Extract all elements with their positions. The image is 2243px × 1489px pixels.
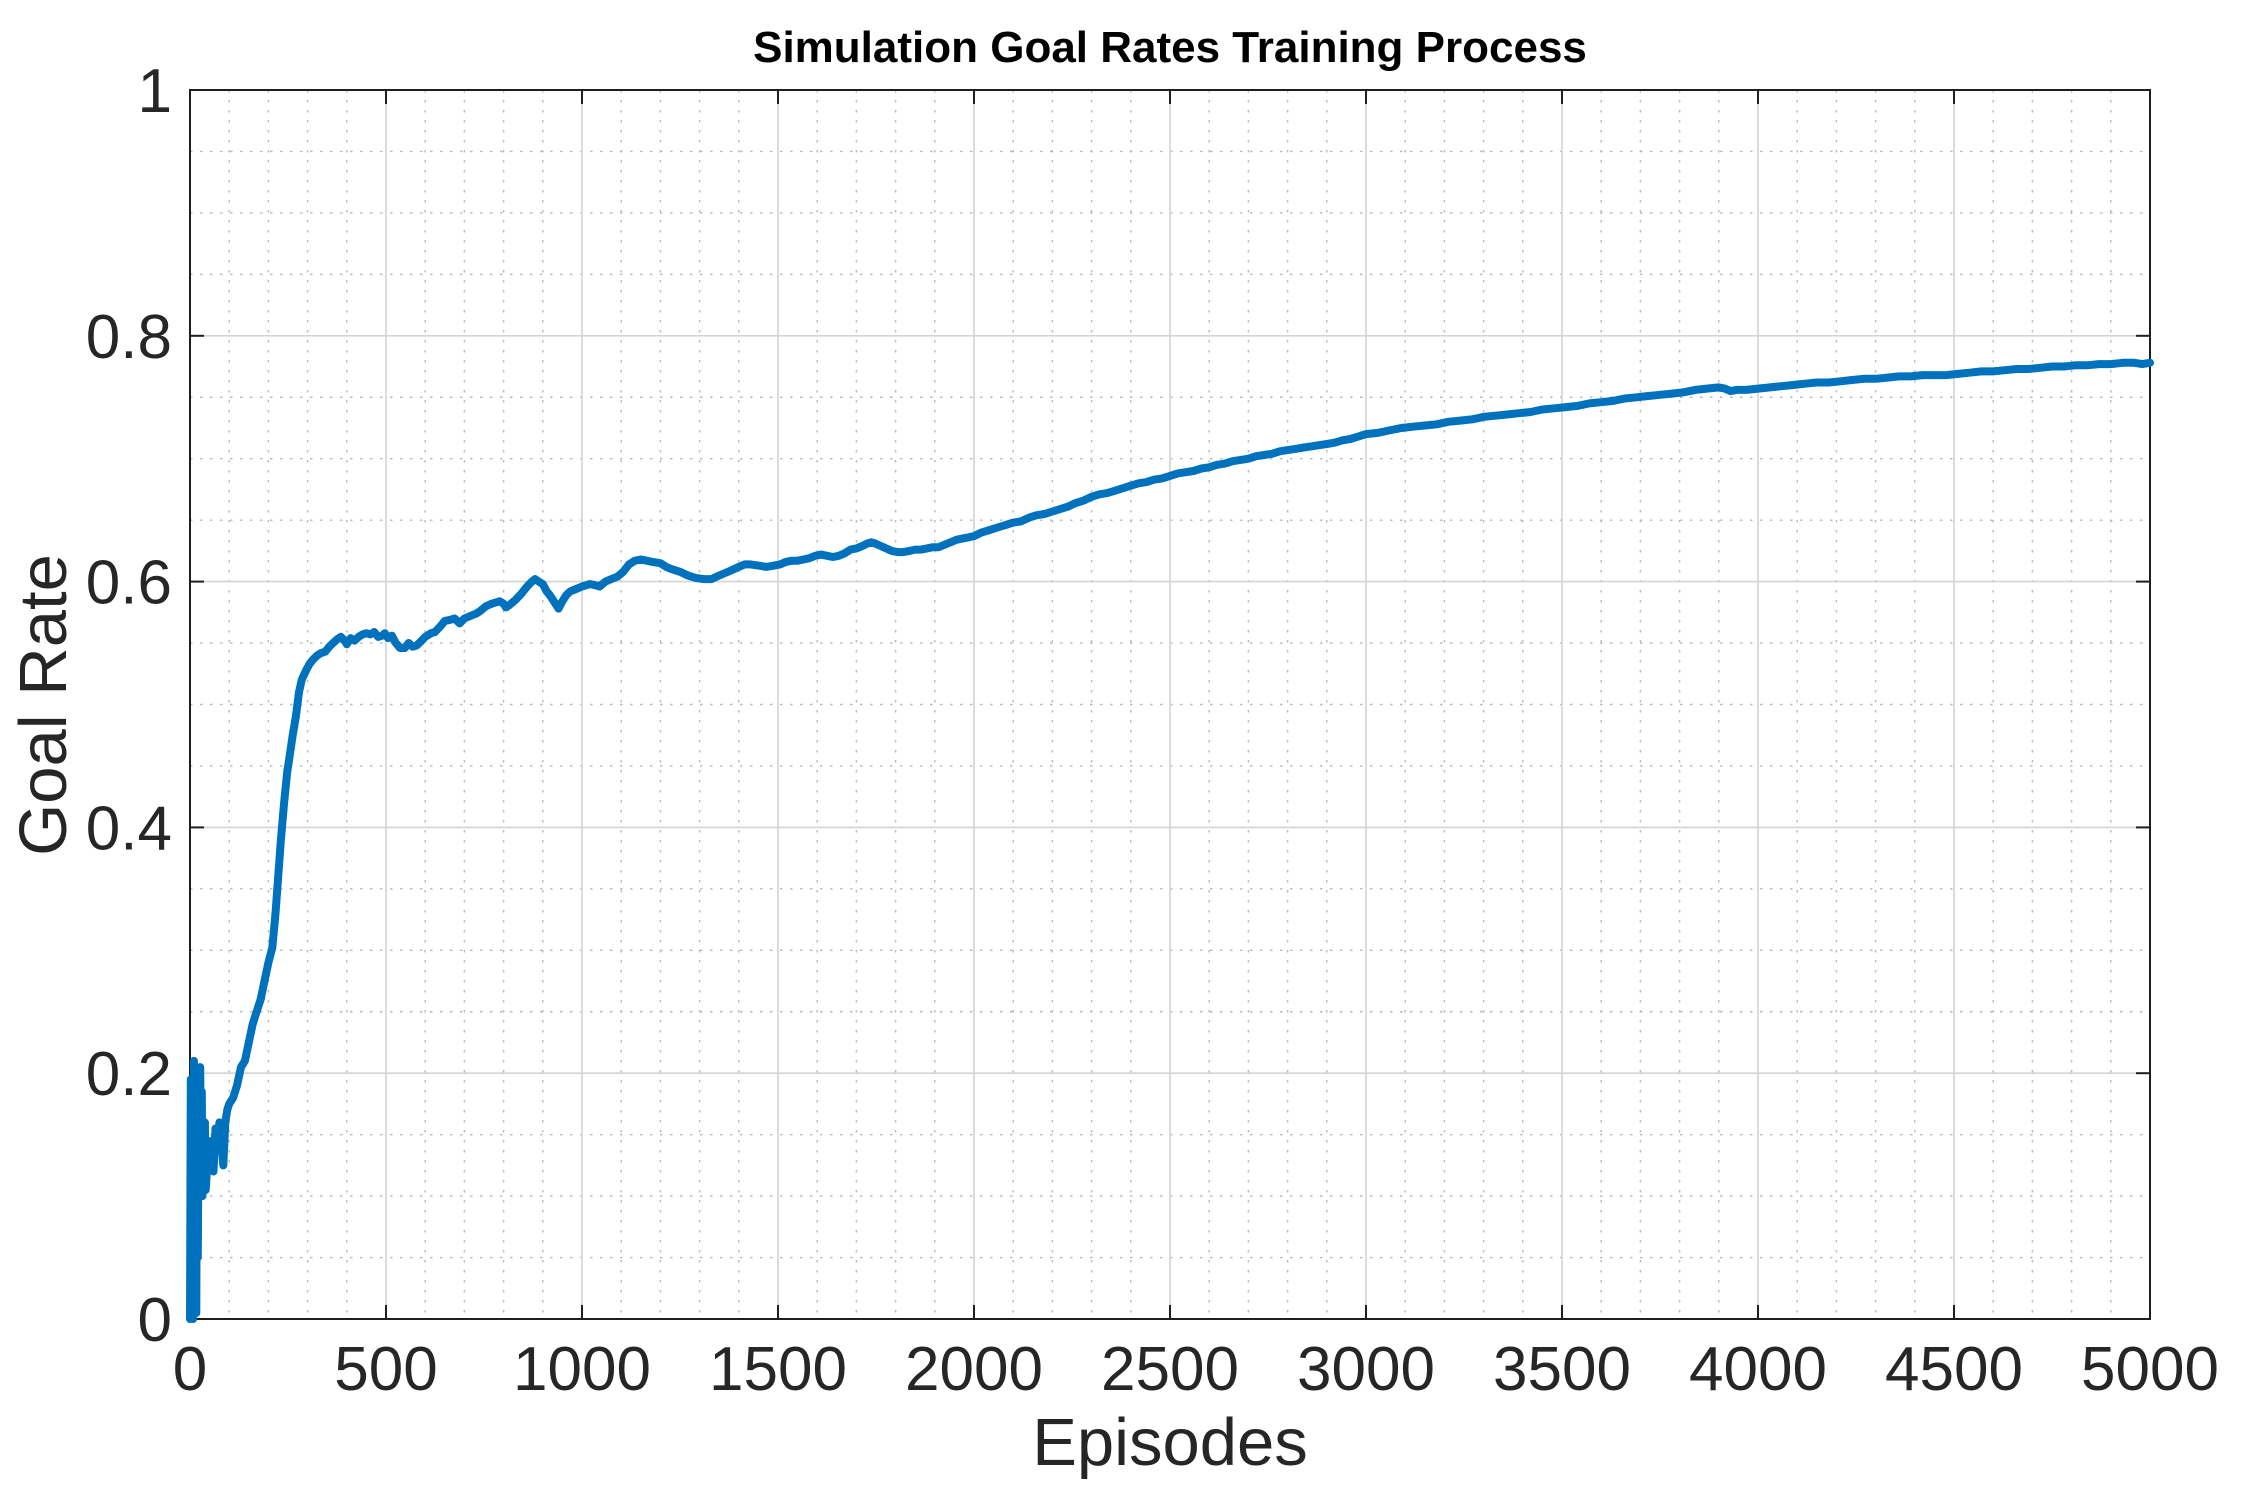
- y-tick-label: 0: [138, 1286, 172, 1355]
- axis-ticks: [189, 89, 2151, 1320]
- x-tick-label: 3000: [1297, 1335, 1435, 1404]
- x-tick-label: 3500: [1493, 1335, 1631, 1404]
- y-axis-label: Goal Rate: [6, 554, 81, 856]
- x-tick-label: 1500: [709, 1335, 847, 1404]
- x-tick-label: 500: [334, 1335, 437, 1404]
- y-tick-labels: 0 0.2 0.4 0.6 0.8 1: [86, 57, 172, 1355]
- x-tick-labels: 0 500 1000 1500 2000 2500 3000 3500 4000 4500 5000: [173, 1335, 2219, 1404]
- y-tick-label: 0.6: [86, 549, 172, 618]
- y-tick-label: 1: [138, 57, 172, 126]
- y-tick-label: 0.8: [86, 303, 172, 372]
- y-tick-label: 0.4: [86, 794, 172, 863]
- y-tick-label: 0.2: [86, 1040, 172, 1109]
- x-tick-label: 5000: [2081, 1335, 2219, 1404]
- x-tick-label: 0: [173, 1335, 207, 1404]
- chart-title: Simulation Goal Rates Training Process: [753, 23, 1587, 72]
- series-line: [186, 358, 2154, 1323]
- x-tick-label: 4500: [1885, 1335, 2023, 1404]
- x-tick-label: 1000: [513, 1335, 651, 1404]
- x-tick-label: 2500: [1101, 1335, 1239, 1404]
- major-grid: [189, 89, 2151, 1320]
- x-tick-label: 2000: [905, 1335, 1043, 1404]
- x-axis-label: Episodes: [1032, 1405, 1308, 1480]
- x-tick-label: 4000: [1689, 1335, 1827, 1404]
